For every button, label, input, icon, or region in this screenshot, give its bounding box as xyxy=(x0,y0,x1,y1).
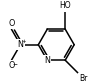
Text: HO: HO xyxy=(59,1,71,10)
Text: N: N xyxy=(17,40,23,49)
Text: Br: Br xyxy=(79,74,88,83)
Text: N: N xyxy=(44,56,50,65)
Text: −: − xyxy=(12,62,17,67)
Text: +: + xyxy=(21,39,26,44)
Text: O: O xyxy=(8,19,15,28)
Text: O: O xyxy=(8,61,15,70)
